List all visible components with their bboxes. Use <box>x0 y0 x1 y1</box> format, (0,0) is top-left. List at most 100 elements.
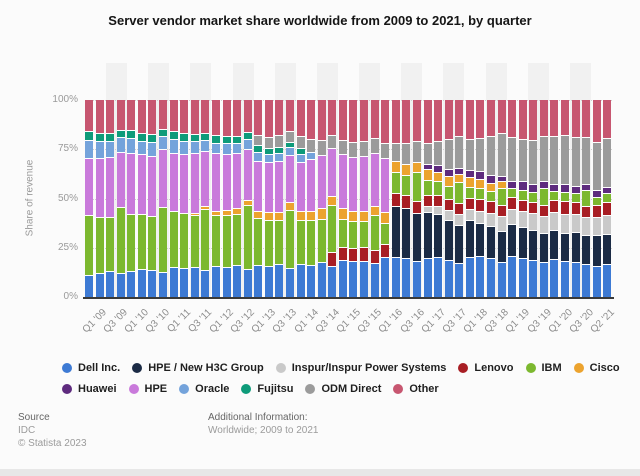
bar-q4-12[interactable] <box>243 100 252 297</box>
bar-q4-10[interactable] <box>159 100 168 297</box>
bar-segment-inspur-inspur-power-systems[interactable] <box>476 211 485 224</box>
bar-segment-cisco[interactable] <box>254 212 263 220</box>
bar-segment-lenovo[interactable] <box>455 204 464 216</box>
bar-segment-hpe-new-h3c-group[interactable] <box>423 212 432 259</box>
bar-segment-lenovo[interactable] <box>561 201 570 215</box>
bar-segment-hpe-new-h3c-group[interactable] <box>582 236 591 266</box>
bar-q3-19[interactable] <box>529 100 538 297</box>
bar-segment-dell-inc[interactable] <box>582 265 591 297</box>
bar-segment-oracle[interactable] <box>169 140 178 155</box>
bar-segment-fujitsu[interactable] <box>254 146 263 154</box>
bar-segment-odm-direct[interactable] <box>381 143 390 160</box>
bar-q4-15[interactable] <box>370 100 379 297</box>
bar-segment-ibm[interactable] <box>518 191 527 201</box>
bar-segment-cisco[interactable] <box>423 170 432 182</box>
bar-segment-oracle[interactable] <box>285 148 294 157</box>
bar-segment-cisco[interactable] <box>360 212 369 223</box>
bar-segment-dell-inc[interactable] <box>285 269 294 297</box>
bar-segment-other[interactable] <box>412 100 421 142</box>
bar-segment-oracle[interactable] <box>307 152 316 160</box>
bar-segment-cisco[interactable] <box>190 213 199 216</box>
bar-segment-dell-inc[interactable] <box>317 262 326 297</box>
bar-segment-dell-inc[interactable] <box>518 258 527 297</box>
bar-segment-odm-direct[interactable] <box>571 137 580 188</box>
bar-segment-ibm[interactable] <box>275 221 284 266</box>
bar-segment-cisco[interactable] <box>328 197 337 206</box>
bar-segment-ibm[interactable] <box>317 219 326 263</box>
bar-q1-15[interactable] <box>338 100 347 297</box>
bar-q3-16[interactable] <box>402 100 411 297</box>
bar-segment-hpe-new-h3c-group[interactable] <box>444 220 453 261</box>
bar-segment-hpe[interactable] <box>328 148 337 198</box>
bar-segment-inspur-inspur-power-systems[interactable] <box>550 213 559 231</box>
bar-segment-dell-inc[interactable] <box>296 265 305 297</box>
bar-segment-odm-direct[interactable] <box>529 140 538 186</box>
bar-segment-lenovo[interactable] <box>476 199 485 212</box>
bar-segment-hpe-new-h3c-group[interactable] <box>508 224 517 257</box>
bar-segment-hpe[interactable] <box>169 154 178 213</box>
bar-q4-13[interactable] <box>285 100 294 297</box>
bar-q2-18[interactable] <box>476 100 485 297</box>
bar-segment-ibm[interactable] <box>349 222 358 250</box>
bar-segment-other[interactable] <box>95 100 104 134</box>
bar-q3-09[interactable] <box>106 100 115 297</box>
bar-segment-odm-direct[interactable] <box>455 137 464 169</box>
bar-segment-ibm[interactable] <box>508 188 517 198</box>
bar-segment-other[interactable] <box>434 100 443 142</box>
bar-segment-ibm[interactable] <box>603 193 612 204</box>
bar-segment-odm-direct[interactable] <box>285 131 294 143</box>
bar-segment-dell-inc[interactable] <box>455 263 464 297</box>
bar-q1-10[interactable] <box>127 100 136 297</box>
bar-segment-dell-inc[interactable] <box>381 258 390 297</box>
bar-segment-fujitsu[interactable] <box>159 129 168 138</box>
bar-q4-20[interactable] <box>582 100 591 297</box>
bar-q4-09[interactable] <box>116 100 125 297</box>
bar-segment-hpe[interactable] <box>211 154 220 212</box>
bar-segment-other[interactable] <box>180 100 189 134</box>
bar-segment-cisco[interactable] <box>233 208 242 216</box>
bar-segment-ibm[interactable] <box>116 208 125 275</box>
bar-segment-dell-inc[interactable] <box>550 260 559 297</box>
bar-segment-oracle[interactable] <box>243 139 252 150</box>
bar-segment-huawei[interactable] <box>465 171 474 179</box>
bar-q2-20[interactable] <box>561 100 570 297</box>
bar-segment-fujitsu[interactable] <box>137 133 146 142</box>
bar-segment-oracle[interactable] <box>127 139 136 155</box>
bar-segment-oracle[interactable] <box>275 154 284 163</box>
bar-segment-dell-inc[interactable] <box>370 263 379 297</box>
bar-segment-other[interactable] <box>137 100 146 134</box>
bar-segment-dell-inc[interactable] <box>486 259 495 297</box>
bar-segment-odm-direct[interactable] <box>338 140 347 156</box>
bar-segment-lenovo[interactable] <box>550 201 559 214</box>
bar-segment-inspur-inspur-power-systems[interactable] <box>603 216 612 235</box>
bar-segment-odm-direct[interactable] <box>539 136 548 183</box>
bar-segment-dell-inc[interactable] <box>264 267 273 297</box>
bar-segment-ibm[interactable] <box>85 216 93 277</box>
bar-segment-dell-inc[interactable] <box>180 269 189 297</box>
bar-segment-ibm[interactable] <box>338 220 347 249</box>
bar-segment-hpe[interactable] <box>180 154 189 215</box>
bar-q2-15[interactable] <box>349 100 358 297</box>
bar-segment-lenovo[interactable] <box>402 196 411 209</box>
bar-segment-fujitsu[interactable] <box>169 131 178 141</box>
bar-segment-oracle[interactable] <box>190 141 199 154</box>
bar-q1-17[interactable] <box>423 100 432 297</box>
bar-segment-odm-direct[interactable] <box>370 139 379 154</box>
bar-segment-hpe-new-h3c-group[interactable] <box>412 214 421 262</box>
bar-segment-huawei[interactable] <box>571 187 580 195</box>
bar-segment-cisco[interactable] <box>264 212 273 221</box>
bar-q3-12[interactable] <box>233 100 242 297</box>
bar-segment-lenovo[interactable] <box>465 199 474 211</box>
bar-segment-oracle[interactable] <box>137 141 146 156</box>
bar-segment-other[interactable] <box>518 100 527 141</box>
bar-segment-dell-inc[interactable] <box>561 262 570 297</box>
bar-segment-huawei[interactable] <box>434 166 443 173</box>
bar-segment-other[interactable] <box>233 100 242 138</box>
bar-segment-inspur-inspur-power-systems[interactable] <box>434 207 443 215</box>
bar-segment-odm-direct[interactable] <box>391 144 400 162</box>
bar-segment-cisco[interactable] <box>211 211 220 216</box>
bar-q2-13[interactable] <box>264 100 273 297</box>
bar-segment-cisco[interactable] <box>349 212 358 223</box>
bar-segment-hpe[interactable] <box>338 155 347 210</box>
bar-segment-odm-direct[interactable] <box>307 139 316 153</box>
